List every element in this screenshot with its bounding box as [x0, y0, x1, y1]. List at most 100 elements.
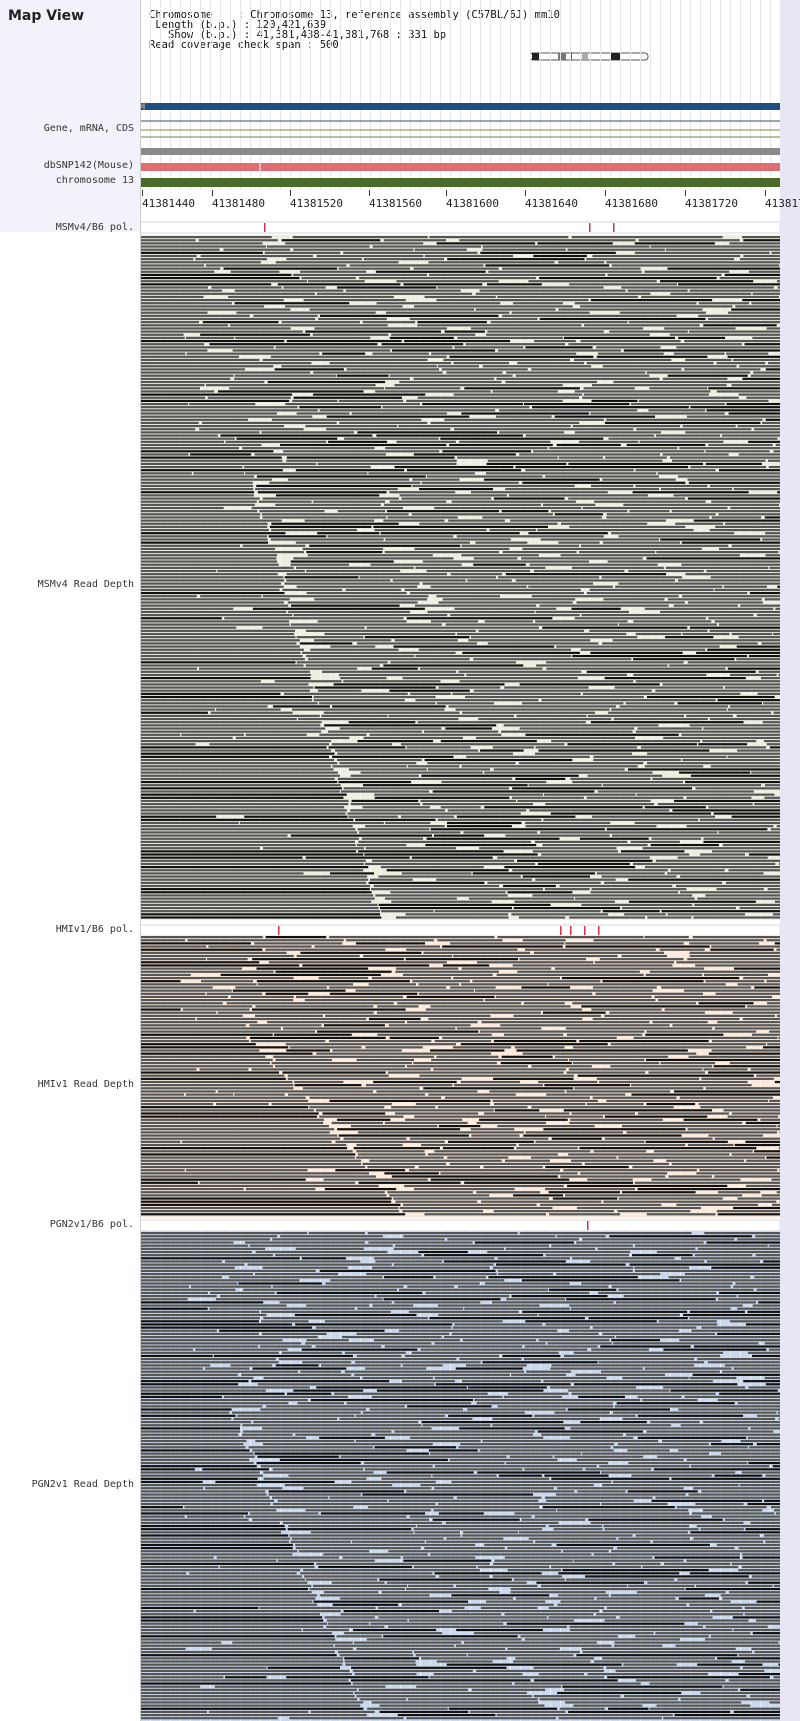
msm-read: [579, 440, 639, 443]
msm-read: [189, 402, 256, 406]
msm-read: [591, 815, 716, 818]
msm-read: [636, 793, 775, 796]
pgn-read: [695, 1502, 744, 1506]
msm-read: [333, 683, 505, 686]
msm-read: [372, 245, 482, 248]
msm-read: [290, 563, 350, 566]
hmi-read: [404, 1184, 564, 1188]
msm-read: [529, 809, 670, 812]
hmi-read: [285, 1043, 457, 1046]
pgn-read: [628, 1461, 748, 1465]
hmi-read: [309, 1106, 385, 1109]
label-column: Map View Gene, mRNA, CDS dbSNP142(Mouse)…: [0, 0, 140, 1721]
msm-read: [689, 289, 780, 292]
pgn-read: [544, 1496, 653, 1499]
hmi-read: [474, 989, 653, 992]
pgn-read: [549, 1288, 617, 1291]
hmi-read: [265, 936, 327, 939]
msm-read: [540, 538, 660, 541]
msm-read: [437, 286, 604, 289]
hmi-read: [249, 1036, 386, 1039]
msm-read: [607, 273, 722, 276]
msm-read: [140, 639, 300, 642]
msm-read: [140, 793, 347, 796]
msm-read: [269, 525, 372, 528]
msm-read: [369, 733, 502, 736]
msm-read: [140, 327, 291, 330]
msm-read: [519, 683, 660, 686]
msm-read: [332, 705, 446, 708]
pgn-read: [601, 1471, 736, 1474]
msm-read: [436, 299, 589, 302]
hmi-read: [734, 967, 780, 970]
pgn-read: [458, 1446, 611, 1449]
msm-read: [742, 236, 780, 239]
msm-read: [705, 462, 762, 465]
pgn-read: [416, 1685, 562, 1688]
msm-read: [140, 834, 288, 837]
msm-read: [764, 784, 780, 787]
msm-read: [199, 428, 304, 431]
hmi-read: [335, 1169, 406, 1172]
msm-read: [140, 667, 197, 670]
msm-read: [515, 777, 566, 780]
msm-read: [389, 491, 456, 494]
hmi-read: [309, 1096, 442, 1099]
pgn-read: [140, 1313, 267, 1317]
msm-read: [480, 251, 616, 254]
msm-read: [633, 658, 735, 661]
msm-read: [662, 453, 729, 456]
msm-read: [140, 258, 194, 261]
msm-read: [686, 825, 774, 828]
pgn-read: [140, 1370, 298, 1373]
pgn-read: [140, 1518, 249, 1521]
pgn-read: [548, 1524, 602, 1528]
hmi-read: [674, 1090, 780, 1093]
pgn-read: [575, 1373, 665, 1376]
pgn-read: [684, 1395, 780, 1398]
hmi-read: [185, 1093, 234, 1096]
pgn-read: [345, 1663, 417, 1666]
pgn-read: [704, 1232, 780, 1235]
pgn-read: [140, 1455, 255, 1458]
pgn-read: [706, 1260, 761, 1263]
pgn-read: [611, 1550, 780, 1553]
hmi-read: [723, 1109, 780, 1112]
pgn-read: [560, 1600, 731, 1603]
msm-read: [409, 317, 538, 321]
pgn-read: [564, 1688, 738, 1691]
hmi-read: [579, 1147, 757, 1150]
msm-read: [300, 270, 367, 273]
msm-read: [317, 462, 457, 465]
msm-read: [582, 506, 728, 510]
pgn-read: [140, 1619, 324, 1622]
pgn-read: [362, 1411, 525, 1414]
msm-read: [456, 535, 604, 538]
msm-read: [497, 295, 638, 299]
msm-read: [140, 651, 301, 654]
pgn-read: [678, 1597, 719, 1600]
msm-read: [705, 450, 770, 453]
pgn-read: [140, 1295, 217, 1298]
hmi-read: [140, 1188, 244, 1191]
msm-read: [590, 651, 683, 654]
pgn-read: [290, 1540, 351, 1543]
msm-read: [623, 349, 780, 352]
pgn-read: [231, 1411, 361, 1414]
pgn-read: [464, 1641, 597, 1644]
msm-read: [140, 913, 381, 916]
pgn-read: [140, 1676, 224, 1679]
msm-read: [535, 878, 616, 881]
ideogram-band-2: [558, 53, 566, 60]
hmi-read: [230, 995, 294, 999]
msm-read: [372, 352, 429, 355]
msm-read: [719, 469, 780, 472]
pgn-read: [140, 1260, 222, 1263]
msm-read: [560, 554, 740, 557]
msm-read: [413, 453, 516, 456]
msm-read: [140, 566, 294, 569]
msm-read: [722, 434, 780, 437]
pgn-read: [546, 1499, 634, 1502]
pgn-read: [140, 1559, 277, 1562]
hmi-read: [402, 973, 493, 976]
